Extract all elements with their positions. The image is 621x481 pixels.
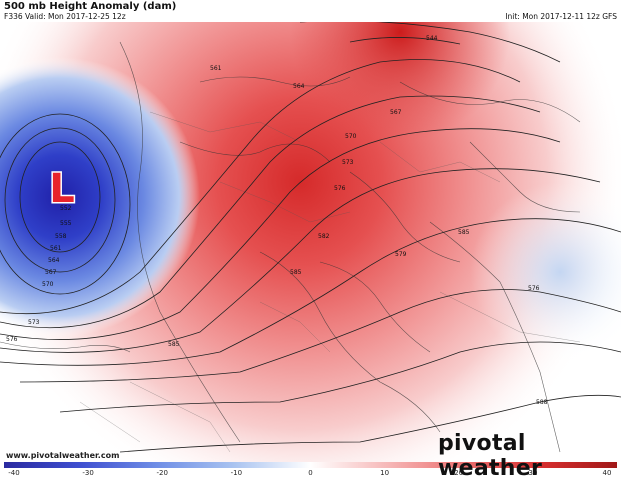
contour-label: 555 (60, 220, 72, 227)
map-title: 500 mb Height Anomaly (dam) (4, 1, 177, 12)
colorbar-tick: -20 (156, 469, 168, 477)
colorbar-tick: -40 (8, 469, 20, 477)
colorbar-tick: 0 (308, 469, 313, 477)
contour-label: 576 (6, 336, 18, 343)
contour-label: 579 (395, 251, 407, 258)
map-panel: 544 561 564 567 570 573 576 579 582 585 … (0, 22, 621, 462)
colorbar-tick: 10 (380, 469, 390, 477)
contour-label: 582 (318, 233, 330, 240)
low-pressure-symbol: L (49, 166, 75, 212)
contour-label: 585 (458, 229, 470, 236)
height-contours (0, 22, 621, 453)
contour-label: 573 (342, 159, 354, 166)
colorbar-tick: 30 (528, 469, 538, 477)
negative-anomaly-shading (0, 22, 621, 462)
contour-label: 564 (293, 83, 305, 90)
contour-label: 558 (55, 233, 67, 240)
contour-label: 564 (48, 257, 60, 264)
colorbar-tick: 20 (454, 469, 464, 477)
init-time: Init: Mon 2017-12-11 12z GFS (505, 12, 617, 21)
colorbar-tick: -30 (82, 469, 94, 477)
contour-label: 552 (60, 205, 72, 212)
contour-label: 567 (390, 109, 402, 116)
header: 500 mb Height Anomaly (dam) F336 Valid: … (0, 0, 621, 22)
contour-label: 585 (290, 269, 302, 276)
contour-label: 544 (426, 35, 438, 42)
contour-labels: 544 561 564 567 570 573 576 579 582 585 … (6, 35, 548, 406)
colorbar: -40 -30 -20 -10 0 10 20 30 40 (0, 462, 621, 480)
anomaly-map: 544 561 564 567 570 573 576 579 582 585 … (0, 22, 621, 462)
contour-label: 561 (210, 65, 222, 72)
contour-label: 567 (45, 269, 57, 276)
contour-label: 588 (536, 399, 548, 406)
contour-label: 570 (42, 281, 54, 288)
contour-label: 576 (334, 185, 346, 192)
colorbar-tick: 40 (602, 469, 612, 477)
contour-label: 585 (168, 341, 180, 348)
contour-label: 570 (345, 133, 357, 140)
contour-label: 573 (28, 319, 40, 326)
brand-logo: pivotal weather (438, 431, 543, 481)
contour-label: 576 (528, 285, 540, 292)
site-url: www.pivotalweather.com (6, 451, 120, 460)
colorbar-strip (4, 462, 617, 468)
contour-label: 561 (50, 245, 62, 252)
valid-time: F336 Valid: Mon 2017-12-25 12z (4, 12, 126, 21)
colorbar-tick: -10 (230, 469, 243, 477)
